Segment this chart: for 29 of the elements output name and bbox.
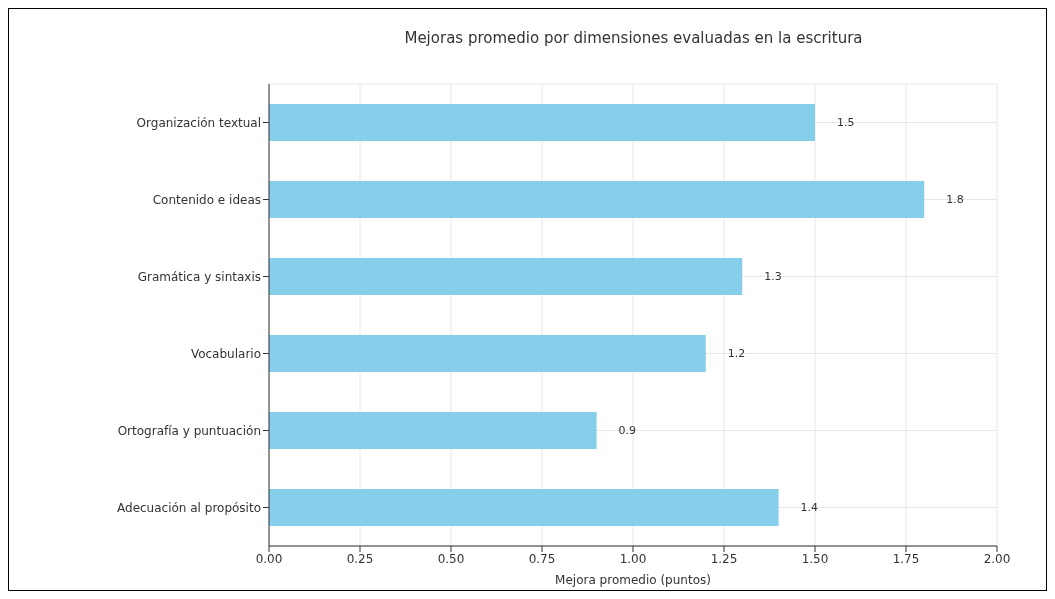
bar	[269, 335, 706, 373]
chart-title: Mejoras promedio por dimensiones evaluadas en la escritura	[403, 29, 864, 47]
bar	[269, 412, 597, 450]
y-tick-label: Ortografía y puntuación	[117, 423, 261, 438]
x-tick-label: 1.50	[801, 551, 829, 566]
bar	[269, 489, 779, 527]
x-tick-label: 0.50	[437, 551, 465, 566]
y-tick-label: Adecuación al propósito	[117, 500, 261, 515]
bar	[269, 104, 815, 142]
y-tick-label: Contenido e ideas	[152, 192, 261, 207]
data-label: 1.8	[946, 193, 964, 207]
data-label: 1.5	[837, 116, 855, 130]
x-tick-label: 1.00	[619, 551, 647, 566]
x-tick-label: 1.25	[710, 551, 738, 566]
x-axis-title: Mejora promedio (puntos)	[555, 573, 711, 587]
data-label: 1.3	[764, 270, 782, 284]
y-tick-label: Gramática y sintaxis	[137, 269, 261, 284]
data-label: 1.2	[727, 347, 746, 361]
y-tick-label: Vocabulario	[190, 346, 261, 361]
x-tick-label: 1.75	[892, 551, 920, 566]
bar	[269, 181, 925, 219]
bar	[269, 258, 743, 296]
data-label: 1.4	[800, 501, 819, 515]
data-label: 0.9	[618, 424, 637, 438]
x-tick-label: 0.25	[346, 551, 374, 566]
x-tick-label: 0.00	[255, 551, 283, 566]
x-tick-label: 0.75	[528, 551, 556, 566]
y-tick-label: Organización textual	[136, 115, 261, 130]
x-tick-label: 2.00	[983, 551, 1011, 566]
